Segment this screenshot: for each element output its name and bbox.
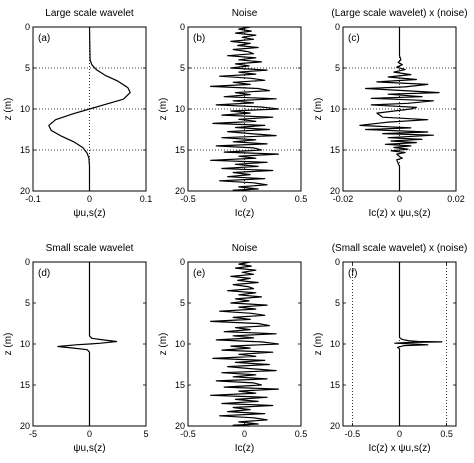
- y-axis-label: z (m): [3, 98, 14, 121]
- y-tick-label: 10: [330, 104, 340, 114]
- y-tick-label: 20: [175, 421, 185, 431]
- y-tick-label: 10: [175, 339, 185, 349]
- panel-label: (d): [38, 268, 50, 279]
- y-tick-label: 0: [25, 22, 30, 32]
- x-tick-label: 0.5: [295, 429, 308, 439]
- x-tick-label: -0.1: [25, 194, 41, 204]
- y-tick-label: 5: [25, 298, 30, 308]
- panel-1: 0 5 10 15 20-0.1 0 0.1 Large scale wavelet (a) z …: [3, 8, 152, 219]
- x-axis-label: ψu,s(z): [73, 208, 105, 219]
- x-axis-label: Ic(z): [235, 208, 254, 219]
- x-tick-label: -0.5: [180, 194, 196, 204]
- y-tick-label: 5: [25, 63, 30, 73]
- y-tick-label: 15: [330, 380, 340, 390]
- series-line: [48, 26, 131, 191]
- panel-title: Small scale wavelet: [46, 243, 134, 254]
- x-tick-label: -0.5: [180, 429, 196, 439]
- y-tick-label: 5: [335, 63, 340, 73]
- y-axis-label: z (m): [313, 333, 324, 356]
- y-tick-label: 20: [175, 186, 185, 196]
- x-tick-label: 0.5: [440, 429, 453, 439]
- y-tick-label: 5: [180, 63, 185, 73]
- x-tick-label: 0.02: [447, 194, 465, 204]
- y-axis-label: z (m): [3, 333, 14, 356]
- y-tick-label: 15: [175, 380, 185, 390]
- panel-2: 0 5 10 15 20-0.5 0 0.5 Noise (b) z (m) Ic(z): [158, 8, 307, 219]
- panel-title: Noise: [232, 243, 258, 254]
- x-tick-label: 0.5: [295, 194, 308, 204]
- x-tick-label: 0.1: [140, 194, 153, 204]
- y-tick-label: 10: [330, 339, 340, 349]
- y-tick-label: 5: [180, 298, 185, 308]
- series-line: [57, 262, 118, 426]
- y-tick-label: 10: [20, 104, 30, 114]
- series-line: [359, 27, 440, 191]
- y-axis-label: z (m): [158, 98, 169, 121]
- y-tick-label: 10: [20, 339, 30, 349]
- panel-label: (f): [348, 268, 357, 279]
- panel-label: (a): [38, 33, 50, 44]
- y-tick-label: 20: [330, 186, 340, 196]
- y-tick-label: 0: [25, 257, 30, 267]
- x-tick-label: -5: [29, 429, 37, 439]
- y-tick-label: 0: [335, 257, 340, 267]
- x-tick-label: -0.02: [333, 194, 354, 204]
- y-axis-label: z (m): [313, 98, 324, 121]
- panel-title: (Large scale wavelet) x (noise): [331, 8, 467, 19]
- x-tick-label: 0: [397, 194, 402, 204]
- panel-title: Noise: [232, 8, 258, 19]
- panel-4: 0 5 10 15 20-5 0 5 Small scale wavelet (d) z (m) ψ…: [3, 243, 149, 454]
- y-tick-label: 15: [20, 145, 30, 155]
- x-axis-label: Ic(z): [235, 443, 254, 454]
- panel-5: 0 5 10 15 20-0.5 0 0.5 Noise (e) z (m) Ic(z): [158, 243, 307, 454]
- x-axis-label: ψu,s(z): [73, 443, 105, 454]
- y-tick-label: 20: [20, 421, 30, 431]
- y-axis-label: z (m): [158, 333, 169, 356]
- y-tick-label: 0: [180, 22, 185, 32]
- x-axis-label: Ic(z) x ψu,s(z): [368, 443, 430, 454]
- panel-label: (e): [193, 268, 205, 279]
- y-tick-label: 15: [20, 380, 30, 390]
- panel-title: (Small scale wavelet) x (noise): [332, 243, 468, 254]
- y-tick-label: 15: [175, 145, 185, 155]
- y-tick-label: 5: [335, 298, 340, 308]
- y-tick-label: 10: [175, 104, 185, 114]
- x-tick-label: 0: [397, 429, 402, 439]
- y-tick-label: 20: [330, 421, 340, 431]
- series-line: [394, 262, 443, 426]
- y-tick-label: 0: [180, 257, 185, 267]
- series-line: [210, 261, 279, 427]
- y-tick-label: 20: [20, 186, 30, 196]
- series-line: [210, 26, 279, 192]
- y-tick-label: 15: [330, 145, 340, 155]
- x-axis-label: Ic(z) x ψu,s(z): [368, 208, 430, 219]
- panel-label: (c): [348, 33, 360, 44]
- panel-6: 0 5 10 15 20 -0.5 0 0.5 (Small scale wavelet) x …: [313, 243, 467, 454]
- x-tick-label: 0: [242, 194, 247, 204]
- x-tick-label: 0: [87, 429, 92, 439]
- panel-label: (b): [193, 33, 205, 44]
- x-tick-label: 0: [242, 429, 247, 439]
- x-tick-label: -0.5: [345, 429, 361, 439]
- panel-3: 0 5 10 15 20-0.02 0 0.02 (Large scale wavelet) …: [313, 8, 468, 219]
- x-tick-label: 0: [87, 194, 92, 204]
- y-tick-label: 0: [335, 22, 340, 32]
- x-tick-label: 5: [143, 429, 148, 439]
- panel-title: Large scale wavelet: [45, 8, 134, 19]
